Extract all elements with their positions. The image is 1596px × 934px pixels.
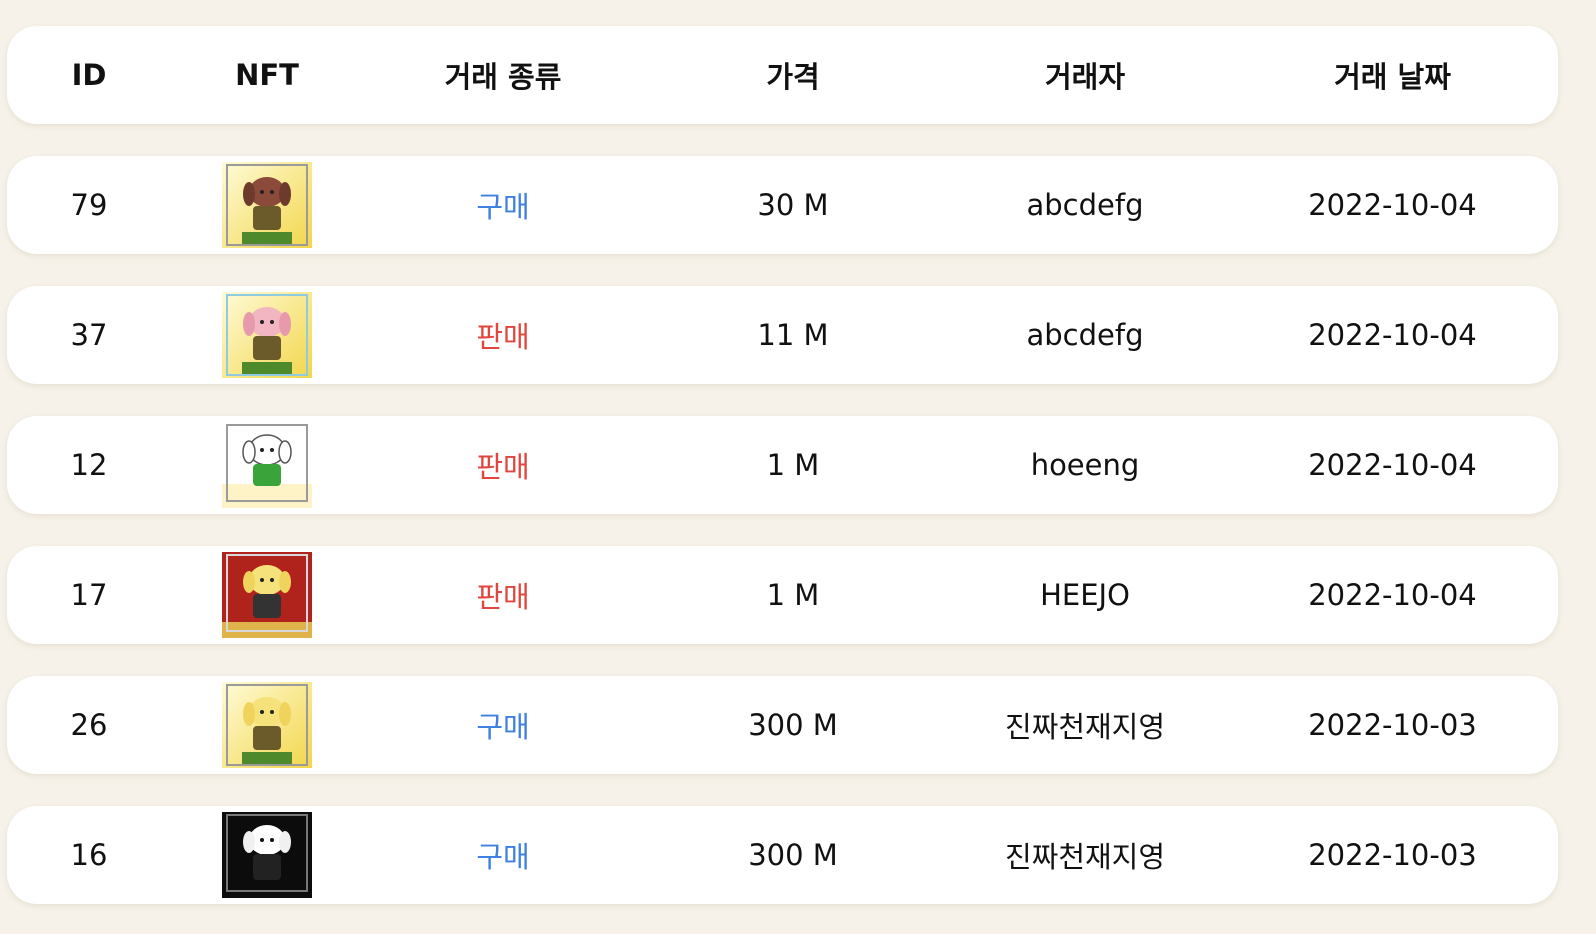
- date: 2022-10-03: [1308, 838, 1477, 872]
- date: 2022-10-04: [1308, 318, 1477, 352]
- table-row[interactable]: 16 구매 300 M 진짜천재지영 2022-10-03: [7, 806, 1558, 904]
- white-dog-nft-icon[interactable]: [171, 416, 363, 514]
- transaction-type: 구매: [476, 840, 530, 874]
- price: 30 M: [757, 188, 829, 222]
- header-type: 거래 종류: [444, 60, 562, 94]
- trader: abcdefg: [1026, 188, 1144, 222]
- row-id: 17: [70, 578, 108, 612]
- trader: 진짜천재지영: [1004, 840, 1166, 874]
- transaction-type: 구매: [476, 710, 530, 744]
- transaction-type: 판매: [476, 450, 530, 484]
- table-row[interactable]: 26 구매 300 M 진짜천재지영 2022-10-03: [7, 676, 1558, 774]
- row-id: 79: [70, 188, 108, 222]
- trader: abcdefg: [1026, 318, 1144, 352]
- date: 2022-10-04: [1308, 188, 1477, 222]
- header-id: ID: [71, 58, 107, 92]
- row-id: 12: [70, 448, 108, 482]
- trader: 진짜천재지영: [1004, 710, 1166, 744]
- date: 2022-10-03: [1308, 708, 1477, 742]
- table-row[interactable]: 17 판매 1 M HEEJO 2022-10-04: [7, 546, 1558, 644]
- yellow-dog-red-nft-icon[interactable]: [171, 546, 363, 644]
- price: 300 M: [748, 708, 838, 742]
- header-date: 거래 날짜: [1334, 60, 1451, 94]
- pink-dog-nft-icon[interactable]: [171, 286, 363, 384]
- price: 300 M: [748, 838, 838, 872]
- white-dog-black-nft-icon[interactable]: [171, 806, 363, 904]
- table-row[interactable]: 79 구매 30 M abcdefg 2022-10-04: [7, 156, 1558, 254]
- trader: HEEJO: [1040, 578, 1130, 612]
- price: 1 M: [766, 448, 820, 482]
- header-price: 가격: [766, 60, 820, 94]
- row-id: 16: [70, 838, 108, 872]
- table-header: ID NFT 거래 종류 가격 거래자 거래 날짜: [7, 26, 1558, 124]
- row-id: 26: [70, 708, 108, 742]
- header-nft: NFT: [235, 58, 299, 92]
- trader: hoeeng: [1030, 448, 1140, 482]
- price: 1 M: [766, 578, 820, 612]
- price: 11 M: [757, 318, 829, 352]
- transaction-type: 판매: [476, 580, 530, 614]
- brown-dog-nft-icon[interactable]: [171, 156, 363, 254]
- transaction-type: 구매: [476, 190, 530, 224]
- table-row[interactable]: 12 판매 1 M hoeeng 2022-10-04: [7, 416, 1558, 514]
- table-row[interactable]: 37 판매 11 M abcdefg 2022-10-04: [7, 286, 1558, 384]
- row-id: 37: [70, 318, 108, 352]
- date: 2022-10-04: [1308, 448, 1477, 482]
- header-trader: 거래자: [1044, 60, 1126, 94]
- yellow-dog-nft-icon[interactable]: [171, 676, 363, 774]
- date: 2022-10-04: [1308, 578, 1477, 612]
- transaction-type: 판매: [476, 320, 530, 354]
